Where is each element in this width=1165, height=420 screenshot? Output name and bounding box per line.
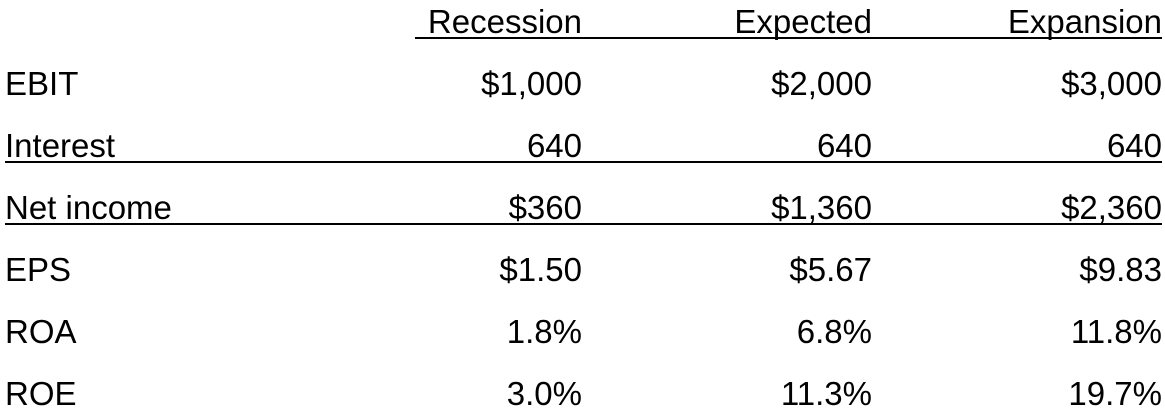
interest-underline — [5, 161, 1162, 163]
row-interest: Interest 640 640 640 — [5, 110, 1162, 172]
value-expansion: 640 — [1106, 127, 1162, 164]
header-expansion: Expansion — [1007, 3, 1162, 40]
value-expected: 11.3% — [780, 375, 872, 412]
row-eps: EPS $1.50 $5.67 $9.83 — [5, 234, 1162, 296]
header-blank — [5, 0, 285, 48]
value-expected: $5.67 — [789, 251, 872, 288]
value-recession: 3.0% — [506, 375, 582, 412]
row-label: Interest — [5, 127, 116, 164]
header-recession: Recession — [427, 3, 582, 40]
header-row: Recession Expected Expansion — [5, 0, 1162, 48]
row-roe: ROE 3.0% 11.3% 19.7% — [5, 358, 1162, 420]
net-income-underline — [5, 223, 1162, 225]
value-recession: 1.8% — [506, 313, 582, 350]
value-expected: 6.8% — [796, 313, 872, 350]
header-underline — [415, 37, 1162, 39]
header-expected: Expected — [734, 3, 872, 40]
row-roa: ROA 1.8% 6.8% 11.8% — [5, 296, 1162, 358]
row-net-income: Net income $360 $1,360 $2,360 — [5, 172, 1162, 234]
value-expected: $2,000 — [771, 65, 872, 102]
row-label: EPS — [5, 251, 72, 288]
value-recession: $360 — [508, 189, 582, 226]
value-recession: $1,000 — [481, 65, 582, 102]
value-expansion: 11.8% — [1070, 313, 1162, 350]
row-ebit: EBIT $1,000 $2,000 $3,000 — [5, 48, 1162, 110]
value-expansion: 19.7% — [1068, 375, 1162, 412]
value-expected: 640 — [816, 127, 872, 164]
row-label: ROE — [5, 375, 77, 412]
value-expected: $1,360 — [771, 189, 872, 226]
value-expansion: $3,000 — [1061, 65, 1162, 102]
value-expansion: $9.83 — [1079, 251, 1162, 288]
row-label: Net income — [5, 189, 172, 226]
financial-table: Recession Expected Expansion EBIT $1,000… — [5, 0, 1162, 420]
row-label: EBIT — [5, 65, 79, 102]
value-recession: $1.50 — [499, 251, 582, 288]
value-recession: 640 — [526, 127, 582, 164]
value-expansion: $2,360 — [1061, 189, 1162, 226]
row-label: ROA — [5, 313, 77, 350]
